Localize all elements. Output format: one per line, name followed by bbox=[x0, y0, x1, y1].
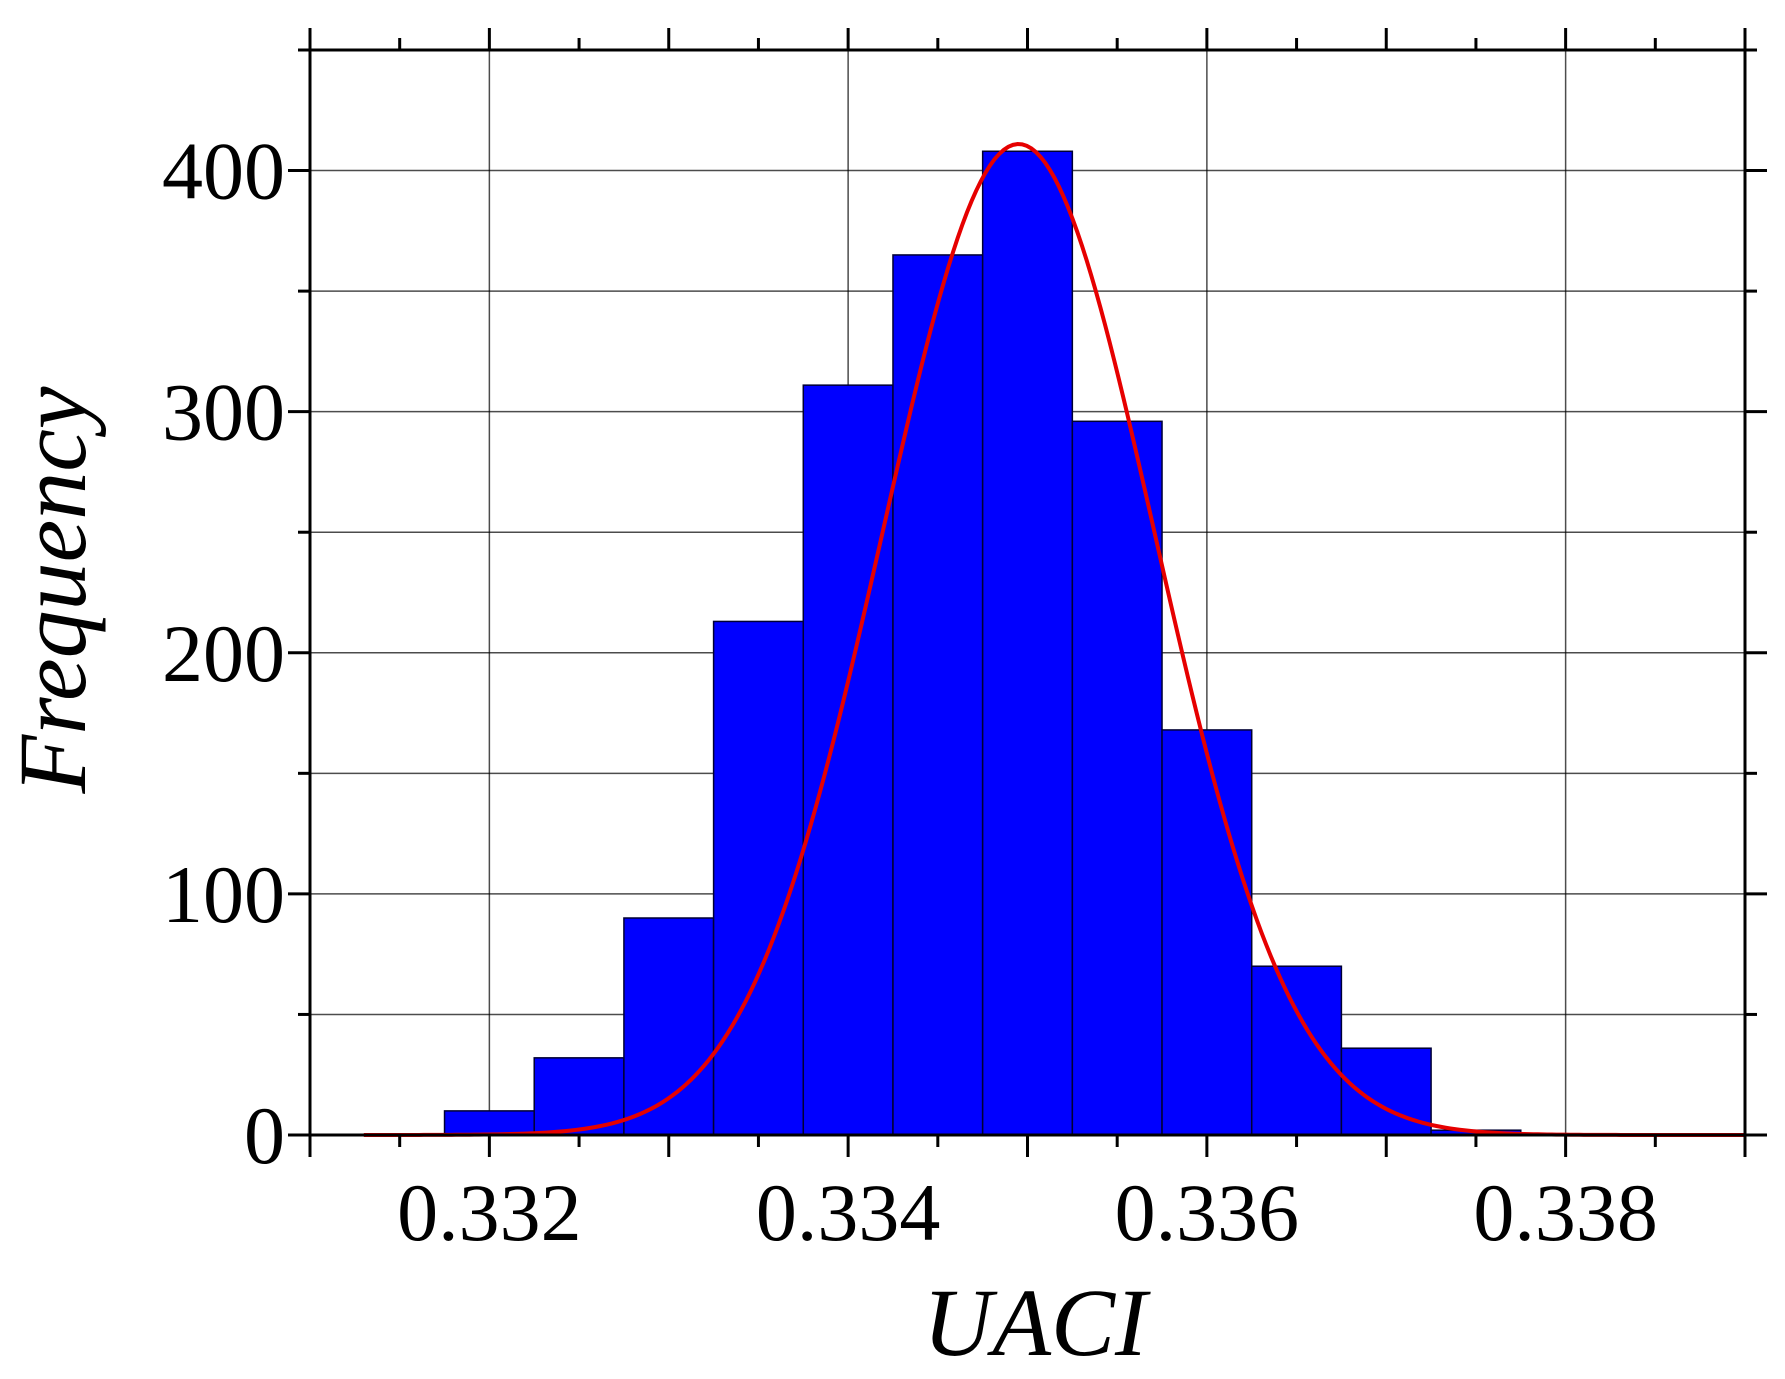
histogram-bar bbox=[1071, 420, 1163, 1136]
y-tick-label: 100 bbox=[162, 849, 285, 940]
histogram-bars bbox=[443, 150, 1522, 1136]
x-tick-label: 0.334 bbox=[756, 1167, 941, 1258]
histogram-bar bbox=[443, 1110, 535, 1136]
tick-labels: 0.332 0.334 0.336 0.338 0 100 200 300 400 bbox=[162, 126, 1658, 1258]
x-tick-label: 0.336 bbox=[1115, 1167, 1300, 1258]
histogram-bar bbox=[712, 620, 805, 1136]
x-axis-title: UACI bbox=[923, 1269, 1151, 1376]
y-tick-label: 300 bbox=[162, 367, 285, 458]
histogram-bar bbox=[802, 384, 894, 1136]
histogram-bar bbox=[1161, 729, 1253, 1136]
y-tick-label: 200 bbox=[162, 608, 285, 699]
y-tick-label: 0 bbox=[244, 1090, 285, 1181]
histogram-bar bbox=[981, 150, 1074, 1136]
histogram-bar bbox=[892, 254, 984, 1136]
y-axis-title: Frequency bbox=[0, 386, 106, 794]
x-tick-label: 0.332 bbox=[397, 1167, 582, 1258]
histogram-bar bbox=[623, 917, 715, 1136]
x-tick-label: 0.338 bbox=[1473, 1167, 1658, 1258]
axes bbox=[288, 28, 1767, 1157]
histogram-bar bbox=[1250, 965, 1343, 1136]
y-tick-label: 400 bbox=[162, 126, 285, 217]
